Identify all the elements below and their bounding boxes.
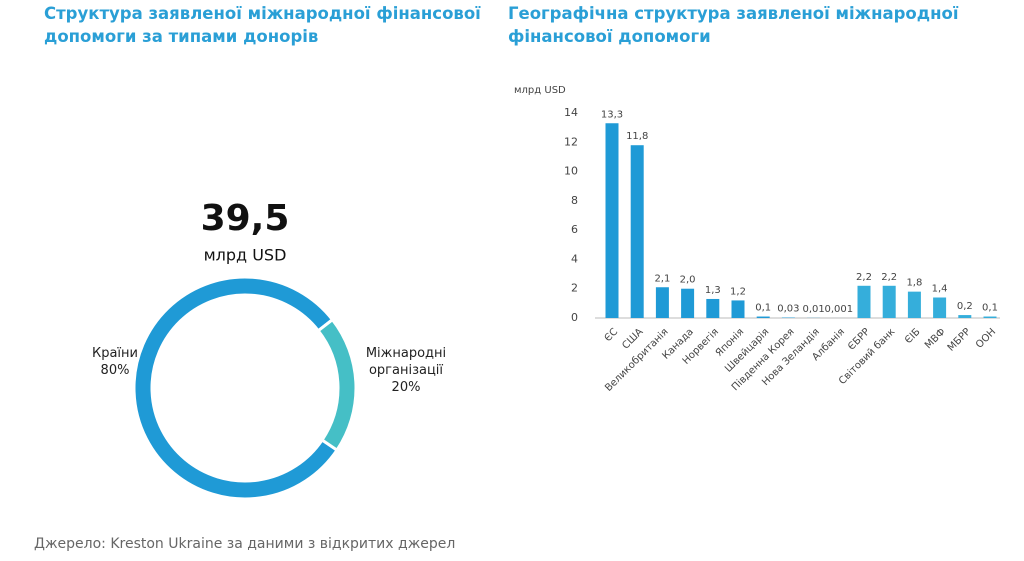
x-tick-label: МВФ (923, 326, 948, 351)
y-tick-label: 14 (564, 106, 578, 119)
title-line: фінансової допомоги (508, 27, 711, 46)
y-tick-label: 6 (571, 223, 578, 236)
value-label: 0,03 (777, 304, 799, 315)
x-tick-label: ЄС (603, 326, 621, 344)
bar (605, 123, 619, 318)
bar (731, 300, 745, 318)
x-tick-label: МБРР (946, 326, 973, 353)
category-label: Міжнародні організації (365, 346, 447, 378)
value-label: 2,2 (856, 272, 872, 283)
value-label: 2,1 (654, 273, 670, 284)
bar (983, 316, 997, 318)
bar (933, 297, 947, 318)
value-label: 0,1 (982, 303, 998, 314)
donut-label: Міжнародні організації 20% (356, 345, 456, 396)
value-label: 0,2 (957, 301, 973, 312)
y-tick-label: 8 (571, 194, 578, 207)
x-tick-label: ЄІБ (903, 326, 923, 346)
title-line: Структура заявленої міжнародної фінансов… (44, 4, 481, 23)
value-label: 11,8 (626, 131, 648, 142)
donut-label: Країни 80% (70, 345, 160, 379)
value-label: 80% (100, 363, 130, 378)
value-label: 1,4 (932, 284, 948, 295)
value-label: 1,2 (730, 286, 746, 297)
y-tick-label: 2 (571, 282, 578, 295)
bar-title: Географічна структура заявленої міжнарод… (508, 2, 959, 48)
value-label: 0,001 (824, 304, 853, 315)
bar (907, 291, 921, 318)
bar (882, 285, 896, 318)
y-axis-label: млрд USD (514, 85, 566, 96)
source: Джерело: Kreston Ukraine за даними з від… (34, 536, 456, 552)
center-unit: млрд USD (204, 246, 287, 265)
value-label: 1,8 (906, 278, 922, 289)
y-tick-label: 12 (564, 135, 578, 148)
value-label: 2,0 (680, 275, 696, 286)
donut-segment (316, 317, 358, 453)
value-label: 0,1 (755, 303, 771, 314)
bar (630, 145, 644, 318)
value-label: 20% (391, 380, 421, 395)
bar (706, 298, 720, 318)
y-tick-label: 0 (571, 311, 578, 324)
center-value: 39,5 (201, 198, 290, 239)
value-label: 13,3 (601, 109, 623, 120)
y-tick-label: 10 (564, 165, 578, 178)
bar (655, 287, 669, 318)
y-tick-label: 4 (571, 252, 578, 265)
value-label: 0,01 (802, 304, 824, 315)
title-line: Географічна структура заявленої міжнарод… (508, 4, 959, 23)
x-tick-label: ООН (974, 326, 998, 350)
bar (756, 316, 770, 318)
category-label: Країни (91, 346, 138, 361)
title-line: допомоги за типами донорів (44, 27, 319, 46)
value-label: 2,2 (881, 272, 897, 283)
bar (857, 285, 871, 318)
bar (958, 315, 972, 318)
bar (681, 288, 695, 318)
value-label: 1,3 (705, 285, 721, 296)
donut-segment (132, 275, 340, 501)
donut-title: Структура заявленої міжнародної фінансов… (44, 2, 481, 48)
